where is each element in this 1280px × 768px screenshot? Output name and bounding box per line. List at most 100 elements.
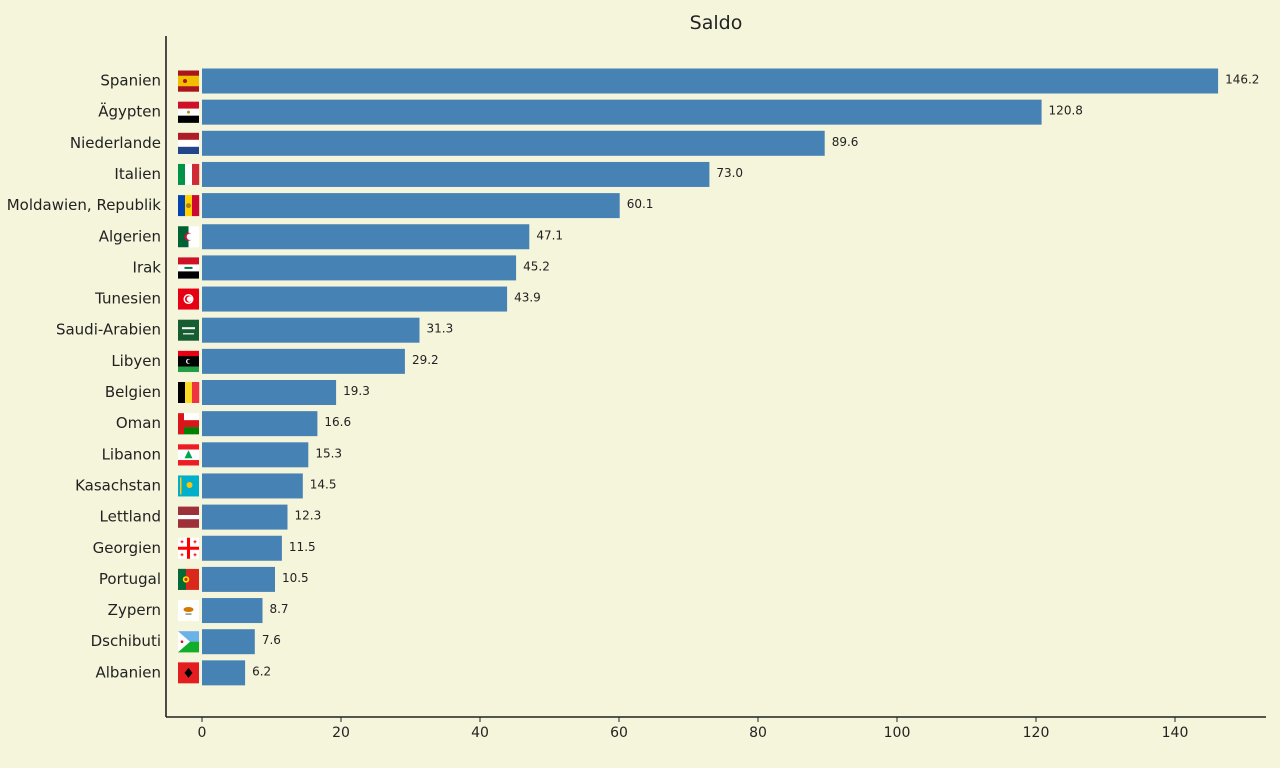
oman-flag-icon — [178, 413, 199, 435]
saudi-arabia-flag-icon — [178, 319, 199, 341]
value-label: 73.0 — [716, 166, 743, 180]
albania-flag-icon — [178, 662, 199, 684]
netherlands-flag-icon — [178, 132, 199, 154]
value-label: 12.3 — [294, 509, 321, 523]
bar-row: Spanien 146.2 — [100, 68, 1259, 94]
bar-row: Irak 45.2 — [133, 255, 550, 281]
x-tick-label: 20 — [332, 725, 350, 741]
bar-row: Kasachstan 14.5 — [75, 473, 337, 499]
value-label: 16.6 — [324, 415, 351, 429]
bar-row: Niederlande 89.6 — [70, 130, 859, 156]
category-label: Libyen — [111, 352, 161, 370]
category-label: Tunesien — [94, 290, 161, 308]
bar — [202, 629, 255, 655]
latvia-flag-icon — [178, 506, 199, 528]
bar-row: Libyen 29.2 — [111, 348, 439, 374]
kazakhstan-flag-icon — [178, 475, 199, 497]
bar-row: Algerien 47.1 — [99, 224, 563, 250]
category-label: Irak — [133, 258, 162, 276]
italy-flag-icon — [178, 163, 200, 185]
x-tick-label: 0 — [198, 725, 207, 741]
tunisia-flag-icon — [178, 288, 199, 310]
bar — [202, 193, 620, 219]
bar — [202, 68, 1219, 94]
value-label: 11.5 — [289, 540, 316, 554]
bar — [202, 161, 710, 187]
value-label: 15.3 — [315, 446, 342, 460]
category-label: Spanien — [100, 72, 161, 90]
value-label: 10.5 — [282, 571, 309, 585]
category-label: Kasachstan — [75, 476, 161, 494]
value-label: 47.1 — [536, 228, 563, 242]
bar — [202, 442, 309, 468]
bar-row: Dschibuti 7.6 — [91, 629, 281, 655]
bar-row: Zypern 8.7 — [108, 598, 289, 624]
bar — [202, 660, 246, 686]
bar — [202, 348, 405, 374]
x-tick-label: 140 — [1162, 725, 1189, 741]
bar-row: Oman 16.6 — [116, 411, 351, 437]
category-label: Belgien — [105, 383, 161, 401]
bar-row: Ägypten 120.8 — [98, 99, 1083, 125]
iraq-flag-icon — [178, 257, 199, 279]
value-label: 89.6 — [832, 135, 859, 149]
category-label: Italien — [114, 165, 161, 183]
bar-row: Albanien 6.2 — [95, 660, 271, 686]
category-label: Libanon — [102, 445, 161, 463]
category-label: Saudi-Arabien — [56, 321, 161, 339]
value-label: 6.2 — [252, 664, 271, 678]
category-label: Zypern — [108, 601, 161, 619]
category-label: Niederlande — [70, 134, 161, 152]
category-label: Portugal — [99, 570, 161, 588]
category-label: Moldawien, Republik — [7, 196, 162, 214]
bar — [202, 598, 263, 624]
bar — [202, 317, 420, 343]
bar — [202, 504, 288, 530]
bar — [202, 255, 517, 281]
value-label: 45.2 — [523, 259, 550, 273]
cyprus-flag-icon — [178, 600, 199, 622]
bar — [202, 99, 1042, 125]
bar-row: Moldawien, Republik 60.1 — [7, 193, 654, 219]
category-label: Ägypten — [98, 102, 161, 121]
bar-row: Georgien 11.5 — [93, 535, 316, 561]
value-label: 7.6 — [262, 633, 281, 647]
bar-row: Portugal 10.5 — [99, 566, 309, 592]
value-label: 8.7 — [269, 602, 288, 616]
spain-flag-icon — [178, 70, 199, 92]
bar-row: Belgien 19.3 — [105, 380, 370, 405]
libya-flag-icon — [178, 350, 199, 373]
bar — [202, 224, 530, 250]
x-tick-label: 100 — [884, 725, 911, 741]
bar-row: Libanon 15.3 — [102, 442, 342, 468]
x-axis-ticks: 0 20 40 60 80 100 120 140 — [198, 717, 1189, 741]
djibouti-flag-icon — [178, 631, 199, 653]
value-label: 60.1 — [627, 197, 654, 211]
value-label: 120.8 — [1049, 104, 1083, 118]
lebanon-flag-icon — [178, 444, 199, 466]
bar — [202, 473, 303, 499]
bar — [202, 286, 508, 312]
value-label: 43.9 — [514, 291, 541, 305]
bar-row: Tunesien 43.9 — [94, 286, 541, 312]
x-tick-label: 40 — [471, 725, 489, 741]
bar-row: Saudi-Arabien 31.3 — [56, 317, 453, 343]
value-label: 14.5 — [310, 477, 337, 491]
bar-row: Italien 73.0 — [114, 161, 743, 187]
x-tick-label: 60 — [610, 725, 628, 741]
moldova-flag-icon — [178, 195, 200, 217]
belgium-flag-icon — [178, 382, 200, 403]
category-label: Dschibuti — [91, 632, 161, 650]
x-tick-label: 120 — [1023, 725, 1050, 741]
bar-row: Lettland 12.3 — [100, 504, 321, 530]
bar — [202, 130, 825, 156]
value-label: 19.3 — [343, 384, 370, 398]
algeria-flag-icon — [178, 226, 200, 248]
egypt-flag-icon — [178, 101, 199, 123]
value-label: 29.2 — [412, 353, 439, 367]
x-tick-label: 80 — [749, 725, 767, 741]
bar — [202, 535, 282, 561]
value-label: 146.2 — [1225, 73, 1259, 87]
portugal-flag-icon — [178, 568, 199, 590]
